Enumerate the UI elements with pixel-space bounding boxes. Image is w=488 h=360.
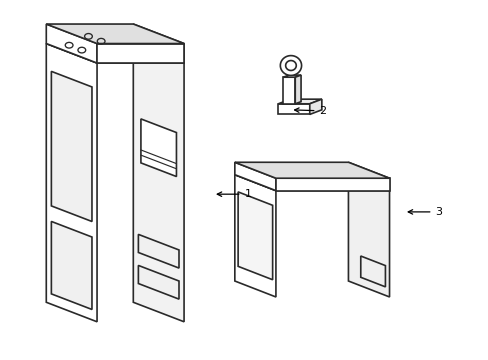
Polygon shape [46, 44, 97, 322]
Polygon shape [234, 175, 275, 297]
Polygon shape [234, 162, 275, 191]
Polygon shape [280, 55, 301, 76]
Polygon shape [309, 99, 321, 114]
Polygon shape [133, 44, 183, 322]
Text: 2: 2 [294, 106, 326, 116]
Polygon shape [238, 192, 272, 280]
Polygon shape [138, 234, 179, 268]
Text: 1: 1 [217, 189, 251, 199]
Polygon shape [285, 60, 296, 71]
Polygon shape [46, 24, 97, 63]
Polygon shape [283, 77, 295, 104]
Polygon shape [234, 175, 389, 191]
Polygon shape [138, 265, 179, 299]
Polygon shape [51, 71, 92, 221]
Text: 3: 3 [407, 207, 442, 217]
Polygon shape [141, 119, 176, 176]
Polygon shape [348, 162, 389, 191]
Polygon shape [278, 104, 309, 114]
Polygon shape [295, 75, 301, 104]
Polygon shape [97, 44, 183, 63]
Polygon shape [360, 256, 385, 287]
Polygon shape [348, 175, 389, 297]
Polygon shape [51, 221, 92, 310]
Polygon shape [278, 99, 321, 104]
Polygon shape [234, 162, 389, 178]
Polygon shape [133, 24, 183, 63]
Polygon shape [46, 24, 183, 44]
Polygon shape [46, 44, 183, 63]
Polygon shape [275, 178, 389, 191]
Polygon shape [283, 75, 301, 77]
